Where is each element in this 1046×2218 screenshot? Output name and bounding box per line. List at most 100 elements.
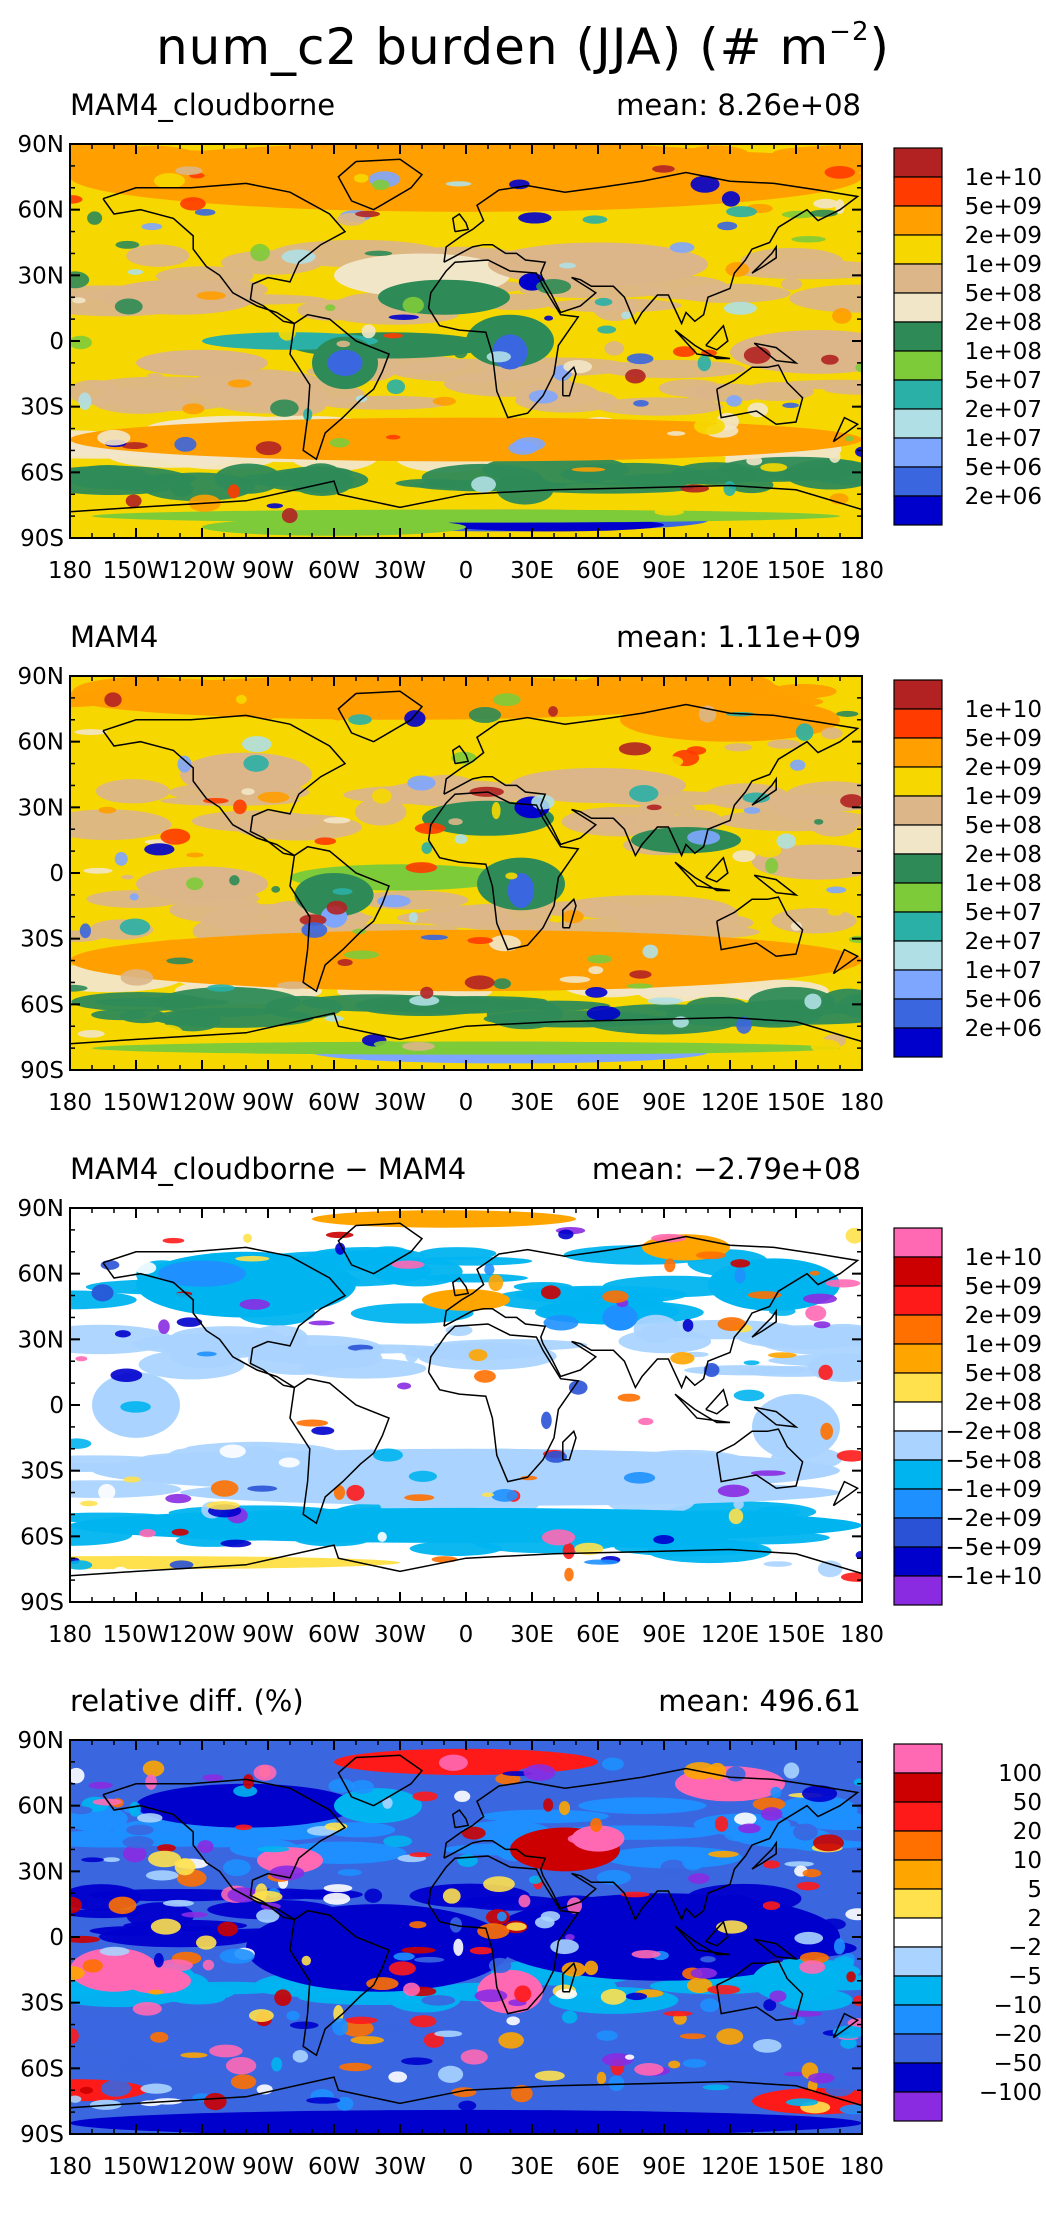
contour-speckle [817,1560,843,1578]
colorbar: 1e+10 5e+09 2e+09 1e+09 5e+08 2e+08 1e+08 5e+07… [893,679,1042,1058]
contour-speckle [652,165,675,173]
contour-speckle [174,1858,196,1876]
contour-speckle [695,384,721,400]
contour-speckle [233,1785,258,1797]
contour-region [125,1967,191,1994]
contour-speckle [388,1961,416,1976]
contour-patch [812,1323,862,1343]
contour-speckle [585,986,608,998]
contour-speckle [666,431,686,436]
contour-patch [258,467,369,493]
colorbar-swatch [893,1459,943,1490]
contour-speckle [638,1417,654,1426]
contour-speckle [373,1448,403,1462]
contour-speckle [388,2071,408,2083]
colorbar-swatch [893,824,943,855]
lon-tick-label: 30E [510,1622,554,1648]
contour-speckle [784,1861,814,1867]
lat-tick-label: 90S [20,526,64,552]
contour-speckle [91,1284,114,1302]
contour-speckle [257,791,290,803]
contour-speckle [274,1989,292,2007]
colorbar-swatch [893,205,943,236]
contour-speckle [403,1982,420,1997]
contour-speckle [98,161,123,177]
contour-region [620,697,840,742]
colorbar-swatch [893,998,943,1029]
contour-speckle [670,1352,695,1365]
contour-speckle [541,1411,552,1430]
contour-patch [126,244,190,267]
contour-speckle [700,1956,716,1963]
contour-speckle [171,481,194,497]
contour-speckle [454,834,468,845]
contour-patch [741,382,815,402]
lon-tick-label: 90E [642,1622,686,1648]
contour-speckle [544,1450,568,1463]
contour-speckle [366,1977,399,1991]
contour-region [246,1904,510,1992]
contour-speckle [801,1785,838,1802]
contour-speckle [528,389,558,404]
contour-speckle [752,2039,782,2053]
map-plot: 90N 60N 30N 0 30S 60S 90S 180 150W 120W 90W 60W 30W 0… [18,1196,884,1648]
contour-speckle [682,1318,694,1332]
lat-tick-label: 90N [18,1196,64,1222]
coastline [427,1323,580,1483]
colorbar-swatch [893,1027,943,1058]
contour-patch [151,1007,315,1028]
contour-speckle [405,862,438,874]
contour-speckle [629,970,652,979]
contour-speckle [197,1840,214,1853]
contour-speckle [743,1360,760,1366]
lon-tick-label: 0 [459,1090,474,1116]
contour-speckle [682,1854,705,1871]
coastline [443,1767,860,1922]
contour-speckle [196,291,226,300]
contour-speckle [99,1946,130,1956]
contour-speckle [432,396,457,406]
contour-speckle [281,508,298,524]
contour-speckle [688,1873,710,1884]
colorbar-swatch [893,795,943,826]
contour-speckle [621,311,632,320]
lon-tick-label: 150E [767,2154,825,2180]
contour-speckle [202,1959,215,1971]
contour-speckle [743,346,771,364]
coastline [716,1428,804,1489]
contour-speckle [734,1267,746,1284]
contour-patch [94,997,229,1008]
contour-patch [171,1326,284,1347]
coastline [674,1393,731,1424]
coastline [705,1388,729,1415]
coastline [832,948,860,975]
panel-mean: mean: 8.26e+08 [616,88,861,122]
contour-speckle [540,1911,561,1922]
lon-tick-label: 150W [103,1622,170,1648]
contour-speckle [255,441,282,456]
contour-speckle [767,739,801,749]
contour-speckle [790,921,802,931]
contour-speckle [182,403,205,415]
colorbar-label: 1e+10 [965,165,1042,191]
contour-patch [256,2028,430,2052]
colorbar-label: 100 [998,1761,1042,1787]
colorbar-swatch [893,1859,943,1890]
contour-speckle [789,2010,823,2017]
contour-speckle [325,1231,354,1239]
contour-speckle [544,315,554,321]
colorbar-label: 50 [1013,1790,1042,1816]
contour-speckle [747,1291,782,1299]
colorbar-label: −50 [993,2051,1042,2077]
contour-region [334,1788,422,1824]
contour-speckle [481,1492,495,1497]
contour-patch [140,472,255,502]
contour-speckle [248,2009,274,2023]
contour-speckle [818,1364,833,1380]
lon-tick-label: 120E [701,558,759,584]
contour-speckle [596,2030,618,2041]
contour-speckle [776,833,796,849]
contour-speckle [601,1757,624,1771]
contour-speckle [769,1990,787,2003]
lon-tick-label: 60E [576,1622,620,1648]
